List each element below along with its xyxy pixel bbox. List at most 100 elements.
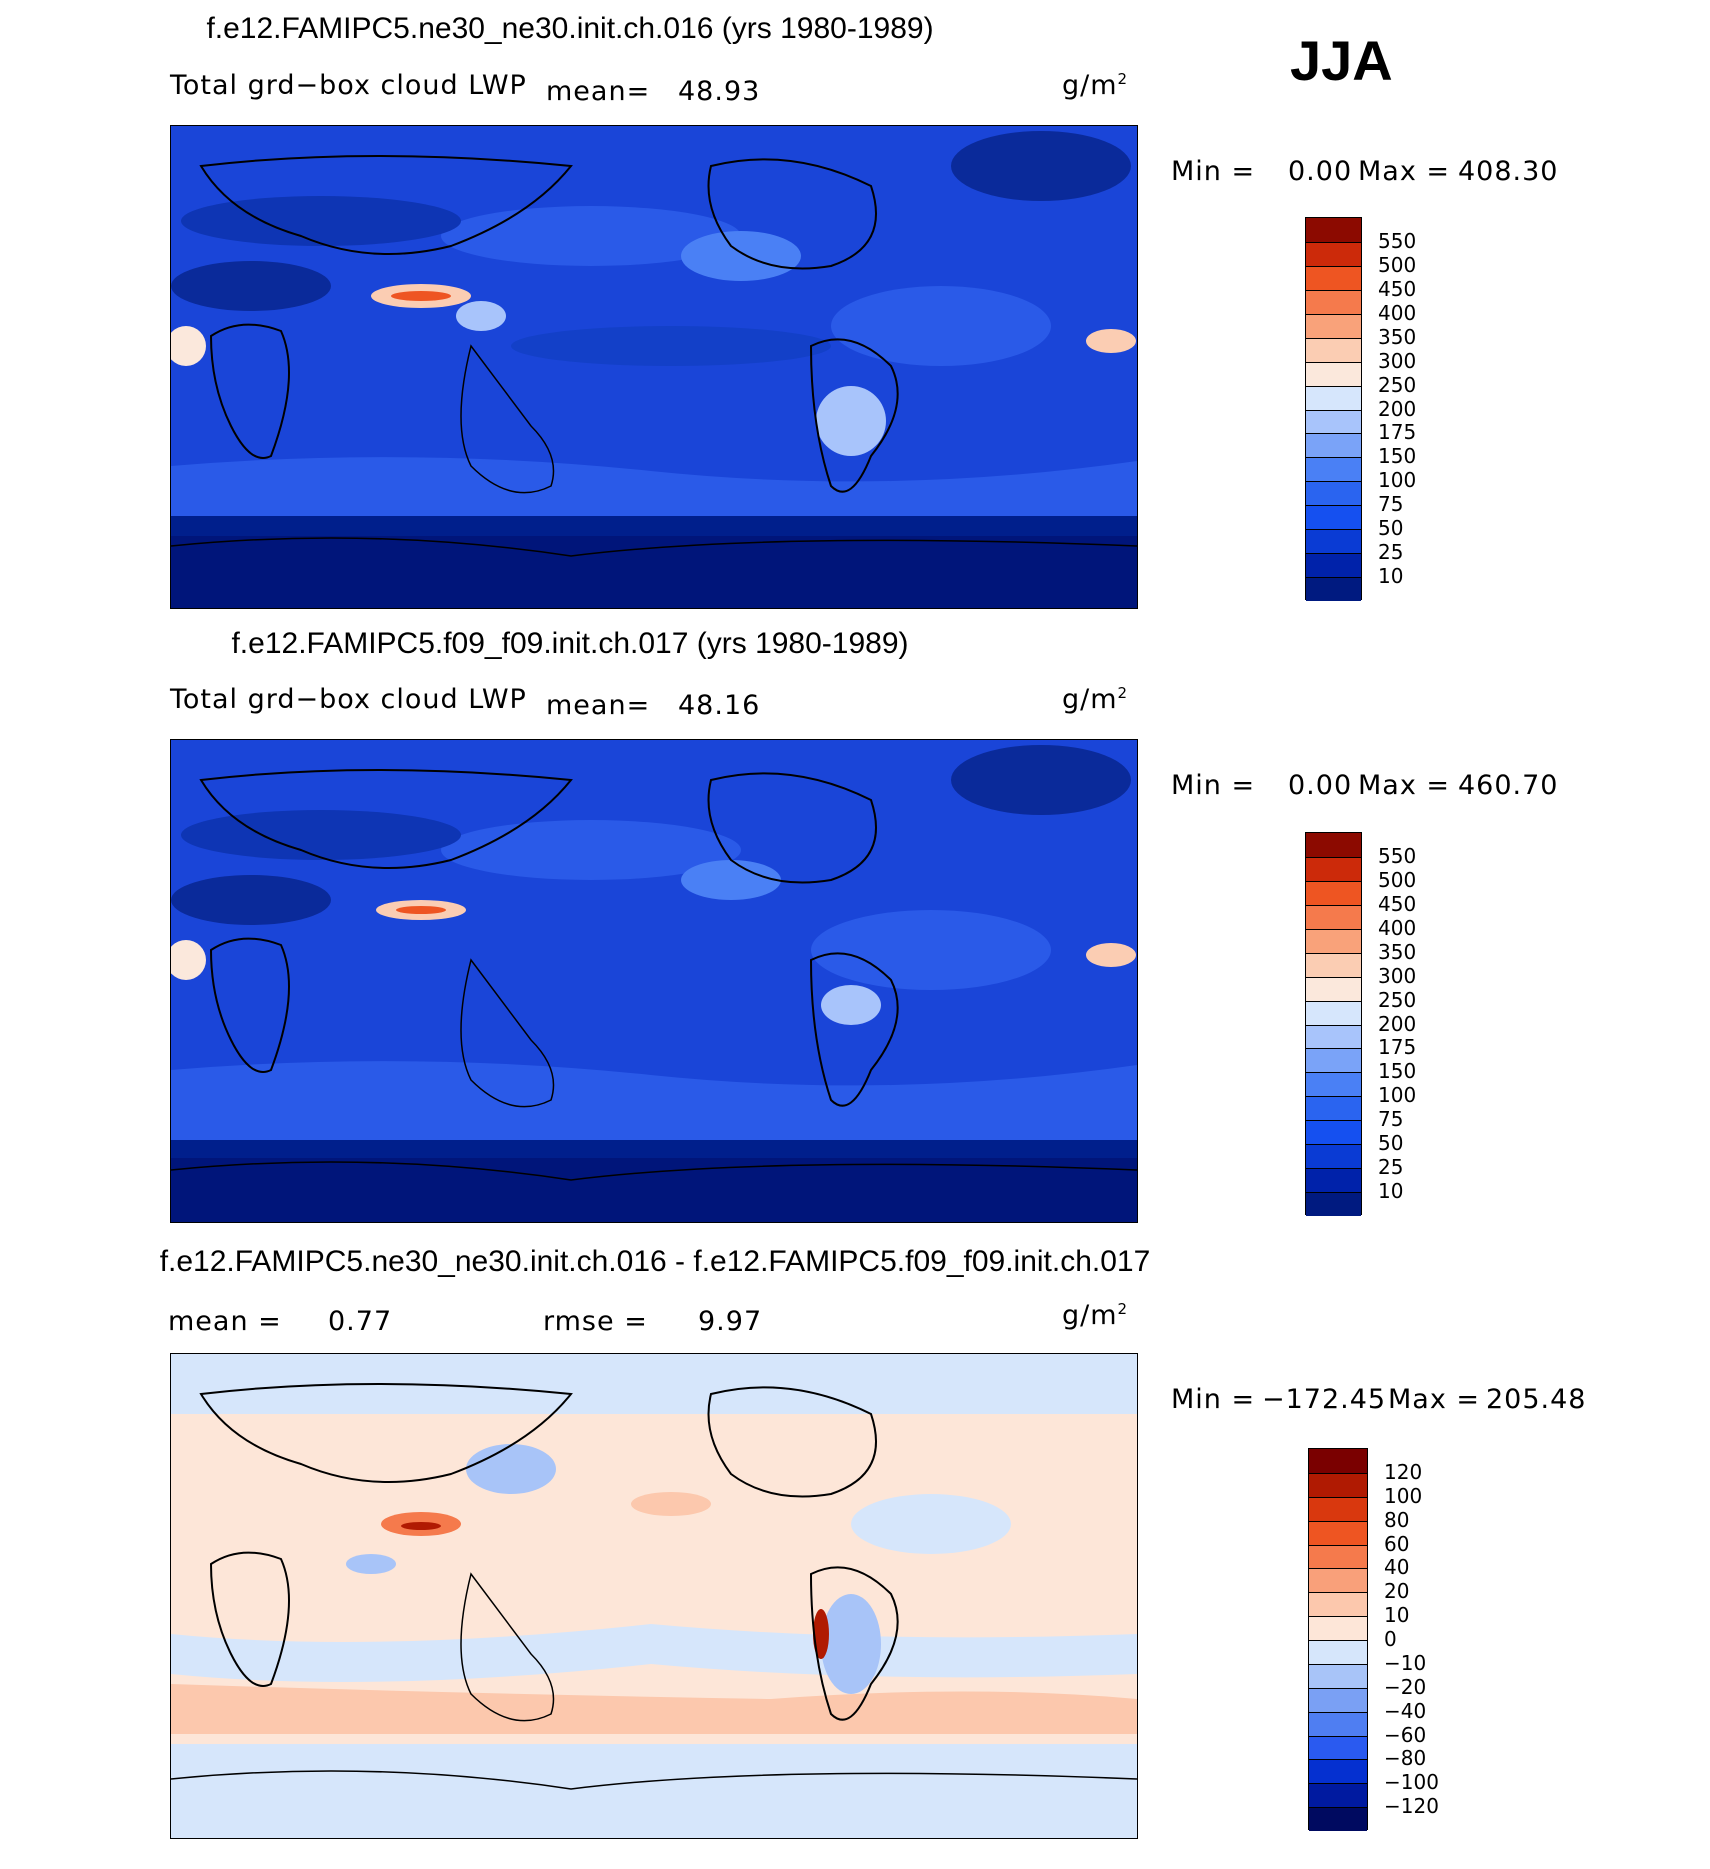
panel2-min-value: 0.00 — [1288, 770, 1353, 801]
colorbar-swatch — [1306, 241, 1361, 266]
colorbar-tick-label: 120 — [1384, 1459, 1423, 1484]
colorbar-swatch — [1306, 313, 1361, 338]
colorbar-tick-label: 200 — [1378, 396, 1417, 421]
colorbar-tick-label: 400 — [1378, 915, 1417, 940]
panel3-mean-label: mean = — [168, 1306, 282, 1337]
colorbar-tick-label: 550 — [1378, 843, 1417, 868]
colorbar-swatch — [1309, 1544, 1367, 1569]
colorbar-tick-label: 250 — [1378, 372, 1417, 397]
colorbar-tick-label: 60 — [1384, 1531, 1410, 1556]
colorbar-swatch — [1309, 1640, 1367, 1664]
colorbar-tick-label: 350 — [1378, 324, 1417, 349]
colorbar-swatch — [1306, 1072, 1361, 1097]
colorbar-tick-label: 75 — [1378, 1107, 1404, 1132]
colorbar-tick-label: −80 — [1384, 1746, 1427, 1771]
colorbar-swatch — [1306, 361, 1361, 386]
colorbar-swatch — [1306, 1024, 1361, 1049]
colorbar-swatch — [1309, 1735, 1367, 1760]
colorbar-tick-label: 25 — [1378, 1155, 1404, 1180]
colorbar-tick-label: 10 — [1378, 1179, 1404, 1204]
panel2-max-label: Max = — [1358, 770, 1451, 801]
colorbar-tick-label: −20 — [1384, 1674, 1427, 1699]
colorbar-swatch — [1309, 1687, 1367, 1712]
colorbar-tick-label: 100 — [1384, 1483, 1423, 1508]
colorbar-swatch — [1309, 1520, 1367, 1545]
panel1-title: f.e12.FAMIPC5.ne30_ne30.init.ch.016 (yrs… — [206, 12, 934, 45]
colorbar-swatch — [1306, 433, 1361, 458]
panel1-mean-value: 48.93 — [678, 76, 761, 107]
colorbar-swatch — [1306, 1096, 1361, 1121]
colorbar-swatch — [1306, 481, 1361, 506]
panel2-units: g/m2 — [1062, 684, 1129, 715]
colorbar-swatch — [1306, 1120, 1361, 1145]
colorbar-swatch — [1306, 833, 1361, 857]
colorbar-swatch — [1306, 1168, 1361, 1193]
panel2-min-label: Min = — [1171, 770, 1256, 801]
colorbar-tick-label: 75 — [1378, 492, 1404, 517]
colorbar-tick-label: 50 — [1378, 516, 1404, 541]
colorbar-tick-label: 20 — [1384, 1579, 1410, 1604]
colorbar-swatch — [1306, 385, 1361, 410]
panel2-mean-value: 48.16 — [678, 690, 761, 721]
panel1-max-value: 408.30 — [1458, 156, 1559, 187]
colorbar-swatch — [1306, 505, 1361, 530]
colorbar-tick-label: 500 — [1378, 252, 1417, 277]
colorbar-swatch — [1309, 1807, 1367, 1831]
colorbar-swatch — [1306, 337, 1361, 362]
colorbar-swatch — [1309, 1783, 1367, 1808]
colorbar-swatch — [1306, 976, 1361, 1001]
colorbar-tick-label: 10 — [1378, 564, 1404, 589]
panel2-variable: Total grd−box cloud LWP — [170, 684, 527, 715]
colorbar-tick-label: 10 — [1384, 1603, 1410, 1628]
panel1-min-value: 0.00 — [1288, 156, 1353, 187]
colorbar-tick-label: 100 — [1378, 1083, 1417, 1108]
colorbar-swatch — [1309, 1449, 1367, 1473]
panel3-mean-value: 0.77 — [328, 1306, 393, 1337]
panel1-map — [170, 125, 1138, 609]
colorbar-tick-label: 80 — [1384, 1507, 1410, 1532]
colorbar-swatch — [1306, 553, 1361, 578]
panel3-max-value: 205.48 — [1486, 1384, 1587, 1415]
colorbar-tick-label: 350 — [1378, 939, 1417, 964]
panel3-max-label: Max = — [1388, 1384, 1481, 1415]
colorbar-tick-label: 450 — [1378, 891, 1417, 916]
panel2-title: f.e12.FAMIPC5.f09_f09.init.ch.017 (yrs 1… — [231, 627, 909, 660]
panel3-colorbar — [1308, 1448, 1368, 1831]
colorbar-swatch — [1309, 1616, 1367, 1640]
colorbar-swatch — [1306, 928, 1361, 953]
panel1-colorbar — [1305, 217, 1362, 601]
colorbar-tick-label: 150 — [1378, 444, 1417, 469]
colorbar-swatch — [1306, 409, 1361, 434]
colorbar-tick-label: 300 — [1378, 348, 1417, 373]
colorbar-swatch — [1309, 1592, 1367, 1617]
colorbar-tick-label: −40 — [1384, 1698, 1427, 1723]
colorbar-swatch — [1306, 952, 1361, 977]
panel3-min-value: −172.45 — [1262, 1384, 1387, 1415]
colorbar-tick-label: 175 — [1378, 1035, 1417, 1060]
panel3-rmse-value: 9.97 — [698, 1306, 763, 1337]
panel1-mean-label: mean= — [546, 76, 651, 107]
colorbar-swatch — [1306, 1000, 1361, 1025]
panel1-units: g/m2 — [1062, 70, 1129, 101]
colorbar-tick-label: 450 — [1378, 276, 1417, 301]
colorbar-swatch — [1309, 1663, 1367, 1688]
colorbar-swatch — [1306, 856, 1361, 881]
colorbar-tick-label: −60 — [1384, 1722, 1427, 1747]
colorbar-swatch — [1306, 880, 1361, 905]
panel3-map — [170, 1353, 1138, 1839]
panel3-title: f.e12.FAMIPC5.ne30_ne30.init.ch.016 - f.… — [159, 1245, 1151, 1278]
colorbar-swatch — [1306, 265, 1361, 290]
panel3-min-label: Min = — [1171, 1384, 1256, 1415]
colorbar-tick-label: 300 — [1378, 963, 1417, 988]
panel2-mean-label: mean= — [546, 690, 651, 721]
colorbar-swatch — [1306, 289, 1361, 314]
panel2-max-value: 460.70 — [1458, 770, 1559, 801]
colorbar-swatch — [1306, 1144, 1361, 1169]
colorbar-swatch — [1309, 1568, 1367, 1593]
colorbar-swatch — [1306, 529, 1361, 554]
colorbar-tick-label: 400 — [1378, 300, 1417, 325]
colorbar-tick-label: 250 — [1378, 987, 1417, 1012]
panel1-variable: Total grd−box cloud LWP — [170, 70, 527, 101]
colorbar-swatch — [1306, 904, 1361, 929]
panel2-map — [170, 739, 1138, 1223]
